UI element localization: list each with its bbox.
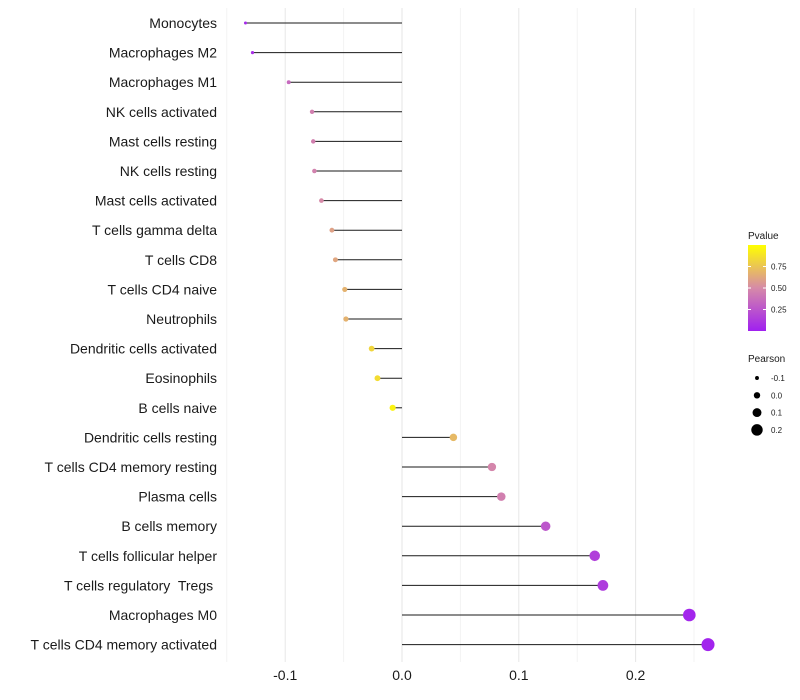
category-label: Dendritic cells resting [84,429,217,445]
point-layer [243,21,715,652]
category-label: Mast cells resting [109,133,217,149]
lollipop-point [368,345,375,352]
lollipop-point [286,80,291,85]
size-legend-label: 0.2 [771,426,783,435]
category-label: Macrophages M0 [109,607,217,623]
pvalue-legend: Pvalue 0.25 0.50 0.75 [748,231,787,331]
category-label: B cells memory [121,518,217,534]
category-label: Plasma cells [138,489,217,505]
category-label: Neutrophils [146,311,217,327]
colorbar-tick-label: 0.50 [771,284,787,293]
size-legend-key [755,376,759,380]
lollipop-point [312,168,317,174]
lollipop-point [701,638,715,652]
lollipop-point [332,257,338,263]
lollipop-point [589,550,600,562]
category-label: Macrophages M2 [109,45,217,61]
pvalue-legend-title: Pvalue [748,231,779,242]
category-labels: Monocytes Macrophages M2 Macrophages M1 NK … [31,15,218,653]
x-tick-label: 0.0 [392,667,412,683]
size-legend-key [753,392,761,399]
pearson-legend-title: Pearson [748,354,785,365]
category-label: B cells naive [138,400,217,416]
category-label: NK cells activated [106,104,217,120]
size-legend-label: -0.1 [771,374,785,383]
x-tick-label: -0.1 [273,667,297,683]
lollipop-point [250,51,255,55]
pvalue-colorbar [748,245,766,331]
category-label: T cells CD4 memory resting [45,459,217,475]
lollipop-point [342,286,348,292]
category-label: Dendritic cells activated [70,341,217,357]
lollipop-point [309,109,315,115]
category-label: T cells gamma delta [92,222,217,238]
lollipop-point [597,580,609,591]
stem-layer [245,22,709,646]
size-legend-key [751,424,763,436]
lollipop-point [319,198,324,203]
colorbar-tick-label: 0.75 [771,263,787,272]
category-label: T cells follicular helper [79,548,218,564]
category-label: Macrophages M1 [109,74,217,90]
lollipop-point [449,433,458,442]
lollipop-point [343,316,349,322]
category-label: Mast cells activated [95,193,217,209]
category-label: T cells CD4 memory activated [31,637,217,653]
pearson-legend: Pearson -0.1 0.0 0.1 0.2 [748,354,785,436]
lollipop-point [683,608,696,622]
lollipop-point [374,375,381,382]
colorbar-tick-label: 0.25 [771,306,787,315]
lollipop-point [389,404,396,411]
size-legend-label: 0.1 [771,409,783,418]
x-tick-label: 0.1 [509,667,529,683]
lollipop-point [329,227,335,233]
category-label: Eosinophils [145,370,217,386]
x-tick-label: 0.2 [626,667,646,683]
category-label: T cells regulatory Tregs [64,577,217,593]
category-label: T cells CD4 naive [108,281,218,297]
size-legend-key [752,408,762,418]
lollipop-point [243,21,247,25]
lollipop-point [540,521,551,531]
lollipop-point [497,492,506,501]
category-label: NK cells resting [120,163,217,179]
x-axis-ticks: -0.1 0.0 0.1 0.2 [273,667,645,683]
grid-layer [226,8,695,662]
category-label: T cells CD8 [145,252,217,268]
size-legend-label: 0.0 [771,391,783,400]
lollipop-point [487,462,497,472]
lollipop-point [310,139,316,144]
category-label: Monocytes [149,15,217,31]
